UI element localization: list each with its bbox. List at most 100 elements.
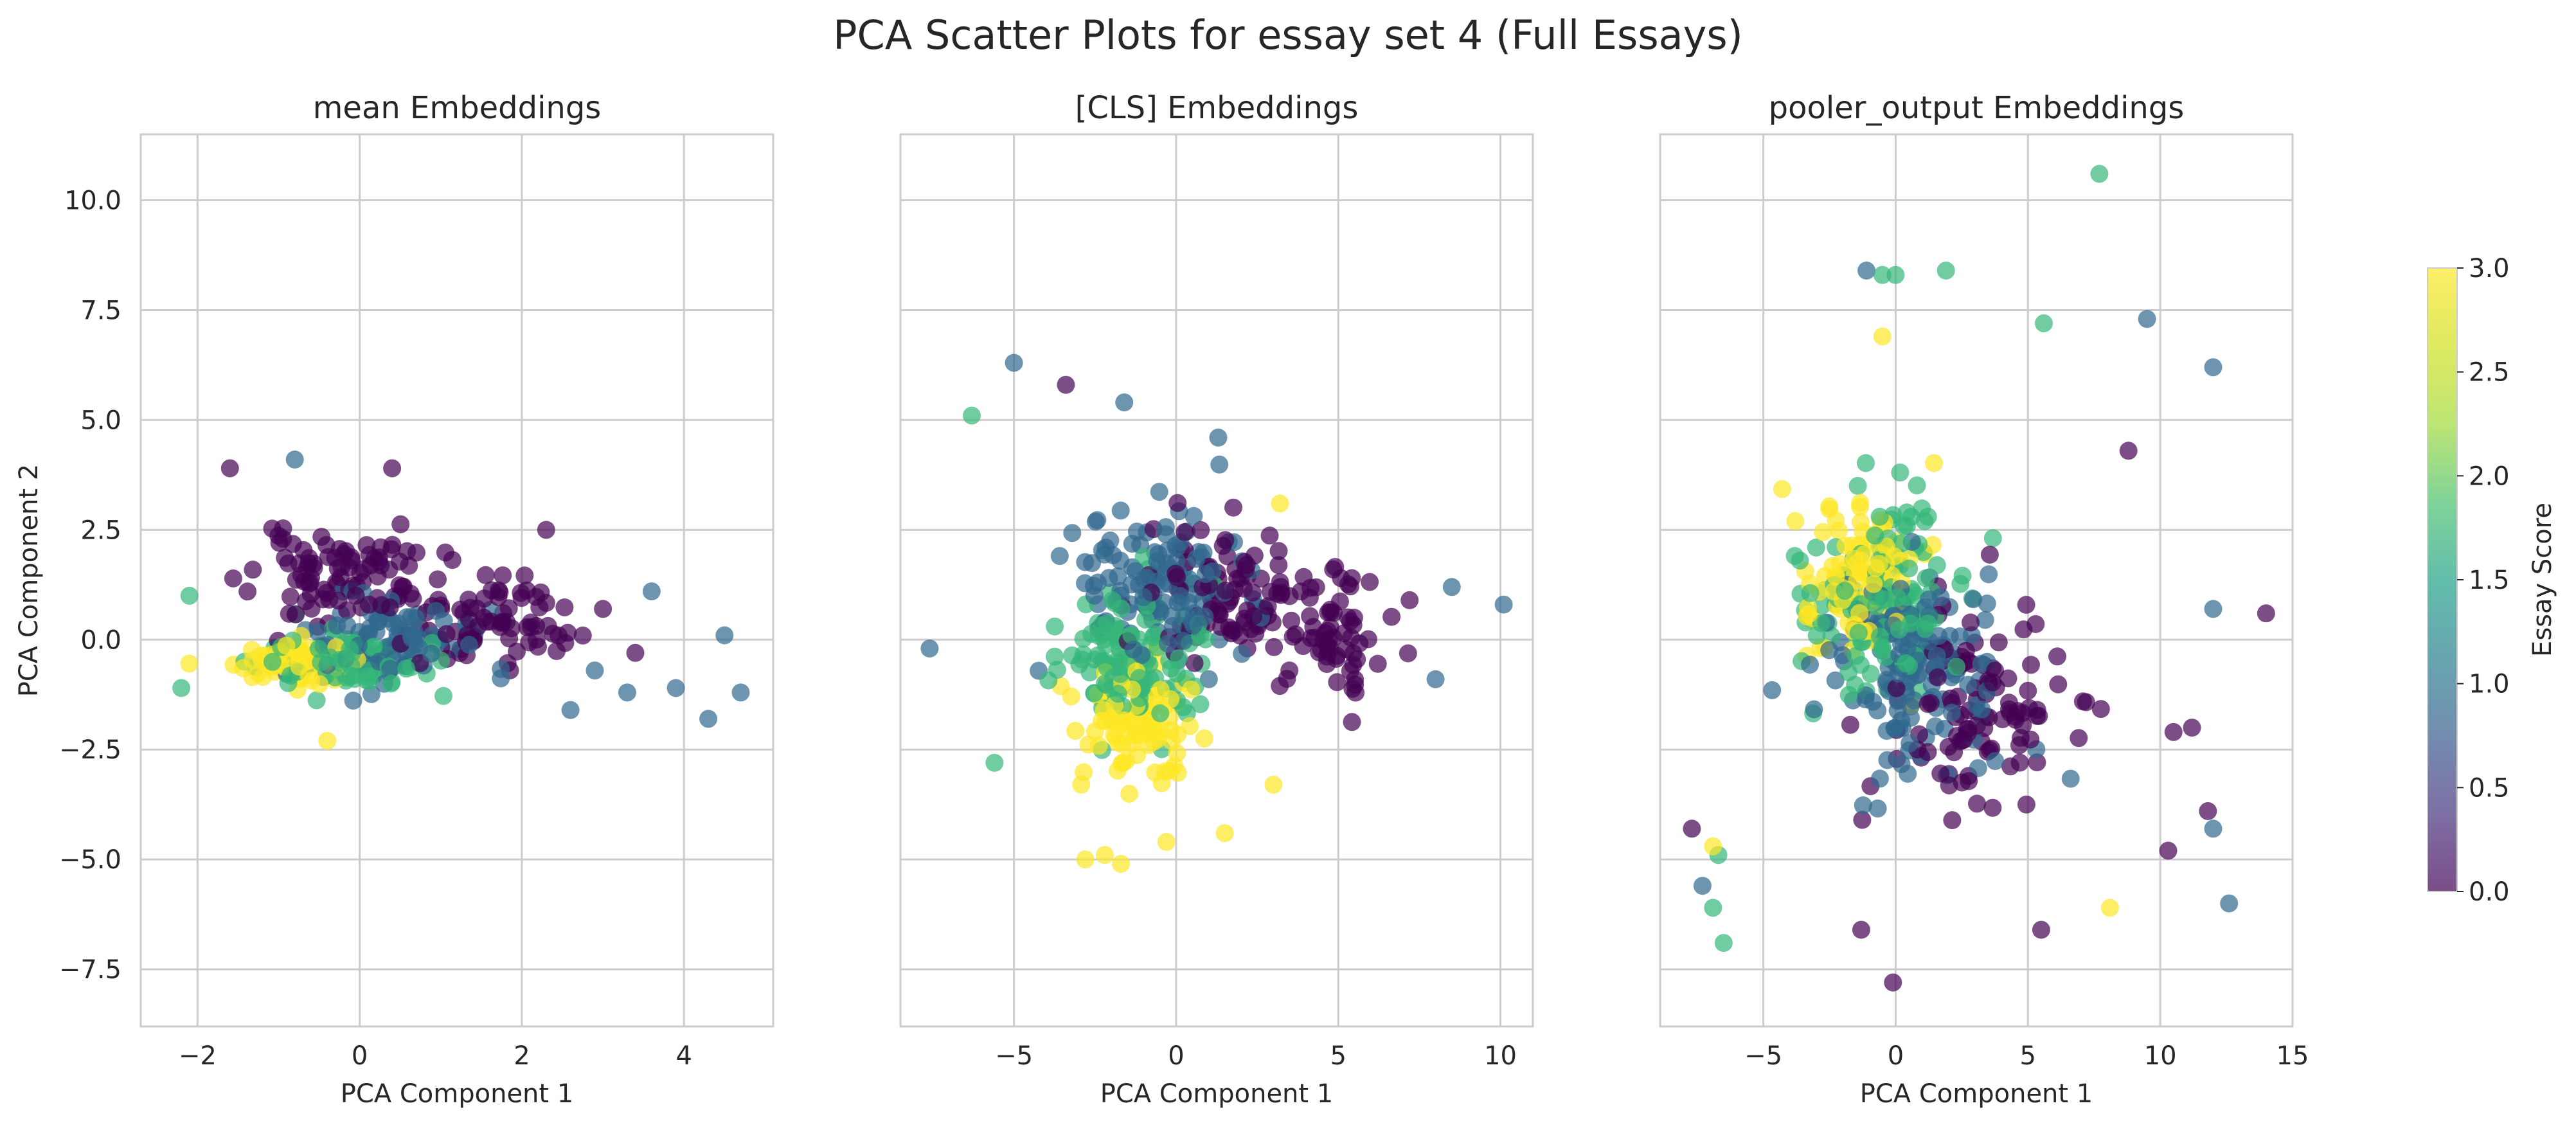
scatter-point xyxy=(1931,588,1950,606)
scatter-point xyxy=(363,639,382,657)
scatter-point xyxy=(398,542,416,560)
scatter-point xyxy=(1046,617,1064,636)
scatter-point xyxy=(254,668,273,686)
scatter-point xyxy=(1098,658,1116,677)
scatter-point xyxy=(1066,722,1085,740)
scatter-point xyxy=(1983,529,2002,548)
scatter-point xyxy=(1714,934,1733,953)
scatter-point xyxy=(508,642,526,661)
scatter-point xyxy=(1886,265,1905,284)
scatter-point xyxy=(2204,600,2223,618)
scatter-point xyxy=(1972,700,1991,719)
colorbar-label: Essay Score xyxy=(2528,503,2557,657)
scatter-point xyxy=(391,515,410,533)
scatter-point xyxy=(1890,620,1908,639)
scatter-point xyxy=(1063,524,1082,542)
scatter-point xyxy=(383,459,402,478)
scatter-point xyxy=(618,683,636,702)
scatter-point xyxy=(518,618,537,636)
scatter-point xyxy=(1368,654,1387,673)
scatter-point xyxy=(1683,819,1701,838)
scatter-point xyxy=(666,679,685,697)
scatter-point xyxy=(594,600,613,618)
scatter-point xyxy=(296,592,315,611)
scatter-point xyxy=(1866,526,1884,545)
scatter-point xyxy=(1786,512,1805,530)
scatter-point xyxy=(2199,802,2217,820)
scatter-point xyxy=(1900,559,1919,578)
scatter-point xyxy=(1328,673,1346,692)
scatter-point xyxy=(1134,587,1152,606)
scatter-point xyxy=(1785,547,1804,565)
scatter-point xyxy=(343,551,361,569)
scatter-point xyxy=(1841,715,1859,734)
scatter-point xyxy=(586,661,604,680)
scatter-point xyxy=(1123,535,1141,553)
scatter-point xyxy=(1861,665,1880,683)
x-tick-label: 5 xyxy=(1330,1041,1346,1071)
scatter-point xyxy=(1897,654,1915,672)
scatter-point xyxy=(312,528,331,546)
scatter-point xyxy=(1813,596,1832,614)
scatter-point xyxy=(320,590,339,609)
scatter-point xyxy=(234,659,253,677)
panel-title: mean Embeddings xyxy=(313,90,602,126)
scatter-point xyxy=(1216,581,1235,600)
colorbar-tick-label: 1.5 xyxy=(2469,566,2510,595)
scatter-point xyxy=(309,640,328,658)
scatter-point xyxy=(2164,722,2183,741)
scatter-point xyxy=(1999,669,2017,688)
scatter-point xyxy=(310,675,329,694)
scatter-point xyxy=(2070,729,2088,748)
grid-lines xyxy=(900,134,1533,1026)
scatter-point xyxy=(1899,764,1917,783)
scatter-point xyxy=(397,659,416,678)
scatter-point xyxy=(1102,623,1120,641)
scatter-point xyxy=(309,622,327,641)
scatter-point xyxy=(2028,753,2046,772)
scatter-point xyxy=(1359,630,1377,649)
scatter-point xyxy=(1123,680,1141,699)
scatter-point xyxy=(467,599,486,618)
scatter-point xyxy=(285,451,304,469)
scatter-point xyxy=(1319,643,1337,661)
scatter-point xyxy=(277,636,296,655)
scatter-point xyxy=(1168,664,1186,683)
scatter-point xyxy=(1917,569,1935,587)
scatter-point xyxy=(2049,675,2068,694)
scatter-point xyxy=(1964,590,1983,609)
scatter-point xyxy=(1136,611,1155,629)
scatter-point xyxy=(1269,542,1288,560)
scatter-point xyxy=(294,541,313,559)
scatter-point xyxy=(1980,565,1998,584)
scatter-point xyxy=(1170,649,1188,667)
axes-frame xyxy=(899,133,1534,1028)
scatter-point xyxy=(2257,604,2275,623)
scatter-point xyxy=(1943,811,1962,830)
scatter-point xyxy=(1244,607,1263,625)
scatter-point xyxy=(1185,506,1203,525)
scatter-point xyxy=(1057,375,1075,394)
scatter-point xyxy=(1892,711,1911,730)
scatter-point xyxy=(1086,512,1105,531)
x-axis-label: PCA Component 1 xyxy=(1860,1079,2093,1109)
grid-lines xyxy=(1660,134,2294,1026)
scatter-point xyxy=(1865,575,1883,593)
scatter-point xyxy=(963,406,981,425)
colorbar: 0.0 0.5 1.0 1.5 2.0 2.5 3.0 Essay Score xyxy=(2427,254,2557,907)
scatter-point xyxy=(1857,262,1876,280)
scatter-point xyxy=(1924,535,1942,554)
scatter-point xyxy=(2077,693,2095,712)
scatter-point xyxy=(561,701,580,719)
scatter-point xyxy=(1321,603,1340,622)
scatter-point xyxy=(1110,647,1129,666)
scatter-point xyxy=(1112,855,1131,873)
scatter-point xyxy=(1854,796,1872,814)
colorbar-tick-label: 0.5 xyxy=(2469,773,2510,803)
scatter-point xyxy=(1887,679,1906,697)
scatter-point xyxy=(1983,798,2002,817)
scatter-point xyxy=(341,667,359,686)
scatter-point xyxy=(1814,523,1832,541)
scatter-point xyxy=(1271,573,1289,591)
